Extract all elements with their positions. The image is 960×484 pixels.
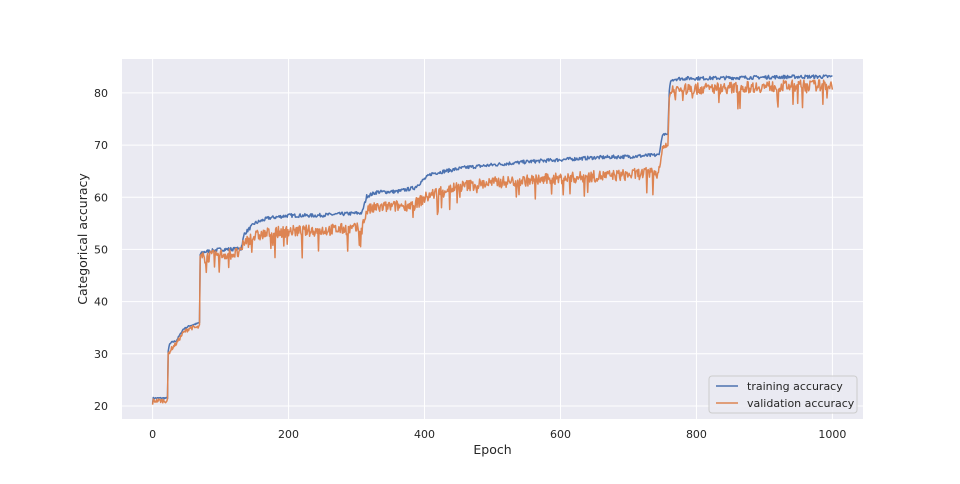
x-tick-label: 200 bbox=[278, 428, 299, 441]
y-tick-label: 40 bbox=[94, 296, 108, 309]
y-tick-label: 60 bbox=[94, 191, 108, 204]
y-tick-label: 80 bbox=[94, 87, 108, 100]
y-tick-label: 50 bbox=[94, 243, 108, 256]
x-tick-label: 400 bbox=[414, 428, 435, 441]
legend-box bbox=[708, 375, 858, 414]
legend-label-1: validation accuracy bbox=[747, 397, 855, 410]
x-tick-label: 800 bbox=[686, 428, 707, 441]
plot-area bbox=[122, 59, 863, 419]
series-line-0 bbox=[151, 74, 833, 404]
y-tick-label: 70 bbox=[94, 139, 108, 152]
x-tick-label: 1000 bbox=[818, 428, 846, 441]
y-tick-label: 20 bbox=[94, 400, 108, 413]
x-tick-label: 600 bbox=[550, 428, 571, 441]
series-line-1 bbox=[151, 79, 834, 405]
x-axis-label: Epoch bbox=[473, 442, 511, 457]
y-axis-label: Categorical accuracy bbox=[75, 173, 90, 305]
x-tick-label: 0 bbox=[149, 428, 156, 441]
legend-label-0: training accuracy bbox=[747, 380, 843, 393]
y-tick-label: 30 bbox=[94, 348, 108, 361]
